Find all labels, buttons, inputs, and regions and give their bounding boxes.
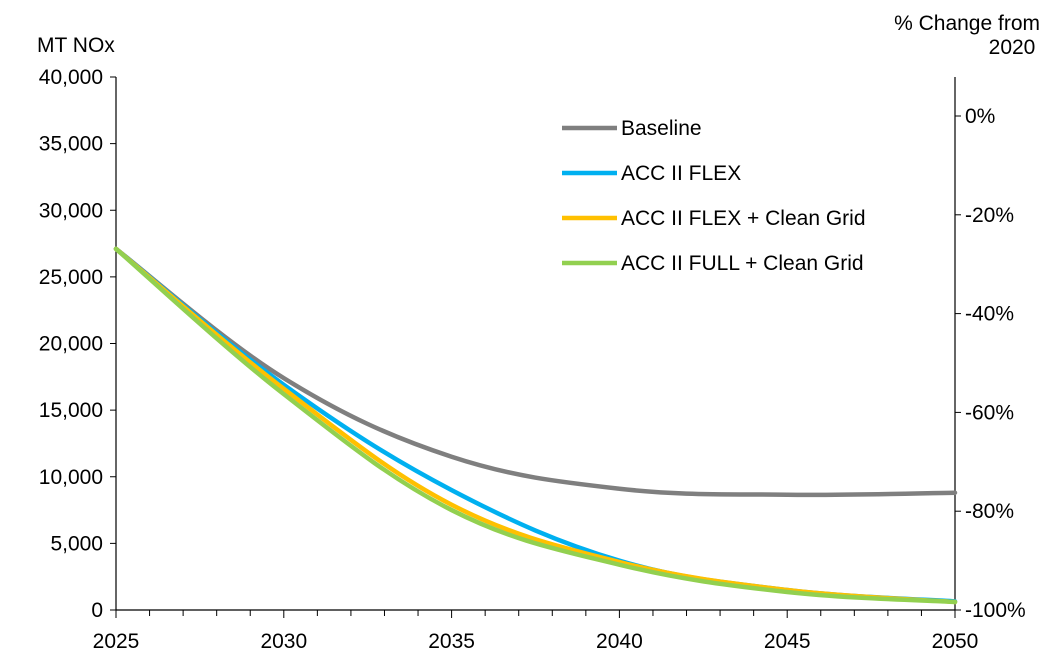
legend: Baseline ACC II FLEX ACC II FLEX + Clean G…: [562, 117, 866, 275]
axes: 0 5,000 10,000 15,000 20,000 25,000 30,000 35,0…: [39, 66, 1026, 653]
series-line-acc-ii-flex: [113, 246, 958, 604]
x-tick-label: 2030: [260, 630, 307, 653]
y-tick-label: 20,000: [39, 333, 103, 356]
y2-tick-label: -20%: [965, 204, 1014, 227]
y-tick-label: 35,000: [39, 133, 103, 156]
legend-label-baseline: Baseline: [621, 117, 702, 140]
legend-label-acc-ii-flex-clean-grid: ACC II FLEX + Clean Grid: [621, 207, 866, 230]
y-tick-label: 5,000: [50, 532, 103, 555]
series-lines: [113, 246, 958, 605]
x-tick-label: 2050: [932, 630, 979, 653]
y-tick-label: 10,000: [39, 466, 103, 489]
y-tick-label: 0: [91, 599, 103, 622]
legend-label-acc-ii-flex: ACC II FLEX: [621, 162, 741, 185]
y2-tick-label: -100%: [965, 599, 1026, 622]
y-tick-label: 25,000: [39, 266, 103, 289]
series-line-baseline: [113, 246, 958, 498]
series-line-acc-ii-full-clean-grid: [113, 246, 958, 605]
y-tick-label: 15,000: [39, 399, 103, 422]
x-tick-label: 2025: [93, 630, 140, 653]
y-axis-title-right-line1: % Change from: [894, 12, 1040, 35]
x-tick-label: 2040: [596, 630, 643, 653]
legend-label-acc-ii-full-clean-grid: ACC II FULL + Clean Grid: [621, 252, 864, 275]
y2-tick-label: -80%: [965, 500, 1014, 523]
y-axis-title-right-line2: 2020: [989, 36, 1036, 59]
x-tick-label: 2035: [428, 630, 475, 653]
series-line-acc-ii-flex-clean-grid: [113, 246, 958, 605]
y2-tick-label: 0%: [965, 105, 995, 128]
y2-tick-label: -40%: [965, 303, 1014, 326]
y-tick-label: 40,000: [39, 66, 103, 89]
x-tick-label: 2045: [764, 630, 811, 653]
y-axis-title-left: MT NOx: [37, 34, 115, 57]
y2-tick-label: -60%: [965, 401, 1014, 424]
y-tick-label: 30,000: [39, 199, 103, 222]
